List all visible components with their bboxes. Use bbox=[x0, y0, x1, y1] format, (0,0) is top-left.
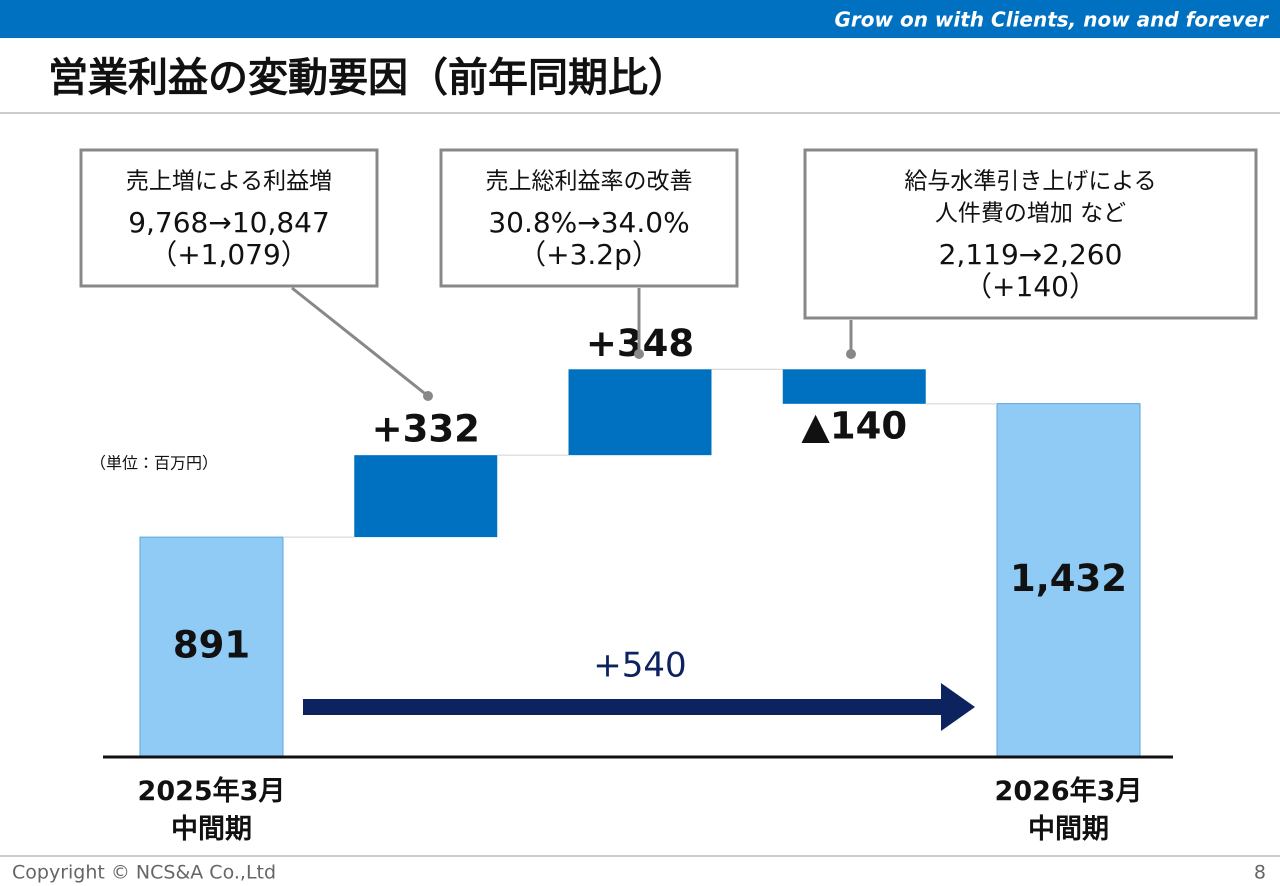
page-number: 8 bbox=[1254, 862, 1266, 884]
callout-text: 給与水準引き上げによる bbox=[904, 169, 1156, 195]
callout-box bbox=[803, 148, 1258, 320]
header-band bbox=[0, 0, 1280, 38]
callout-text: （+3.2p） bbox=[518, 238, 660, 271]
bar bbox=[568, 369, 712, 456]
callout-dot bbox=[423, 391, 433, 401]
callout-text: 30.8%→34.0% bbox=[488, 206, 689, 239]
x-tick-label: 2025年3月 中間期 bbox=[137, 776, 286, 845]
bar bbox=[782, 369, 926, 404]
copyright: Copyright © NCS&A Co.,Ltd bbox=[12, 862, 276, 884]
callout-text: 9,768→10,847 bbox=[128, 206, 330, 239]
bar bbox=[996, 403, 1141, 758]
value-label: +332 bbox=[372, 408, 480, 451]
bar bbox=[354, 455, 498, 538]
callout-text: 2,119→2,260 bbox=[939, 238, 1123, 271]
callout-text: 売上総利益率の改善 bbox=[486, 169, 693, 195]
callout-text: （+1,079） bbox=[149, 238, 309, 271]
value-label: 1,432 bbox=[1010, 557, 1127, 600]
value-label: 891 bbox=[173, 624, 250, 667]
arrow-head bbox=[941, 683, 975, 731]
tagline: Grow on with Clients, now and forever bbox=[835, 8, 1270, 32]
callout-text: 売上増による利益増 bbox=[126, 169, 332, 195]
unit-label: （単位：百万円） bbox=[90, 454, 218, 473]
callout-box bbox=[439, 148, 739, 288]
callout-text: （+140） bbox=[964, 270, 1097, 303]
callout-box bbox=[79, 148, 379, 288]
value-label: ▲140 bbox=[801, 404, 907, 447]
x-tick-label: 2026年3月 中間期 bbox=[994, 776, 1143, 845]
callout-leader bbox=[291, 286, 429, 398]
callout-text: 人件費の増加 など bbox=[935, 201, 1126, 227]
callout-dot bbox=[634, 349, 644, 359]
bar bbox=[139, 536, 284, 758]
callout-dot bbox=[846, 349, 856, 359]
difference-label: +540 bbox=[593, 646, 686, 686]
chart-title: 営業利益の変動要因（前年同期比） bbox=[48, 55, 688, 101]
